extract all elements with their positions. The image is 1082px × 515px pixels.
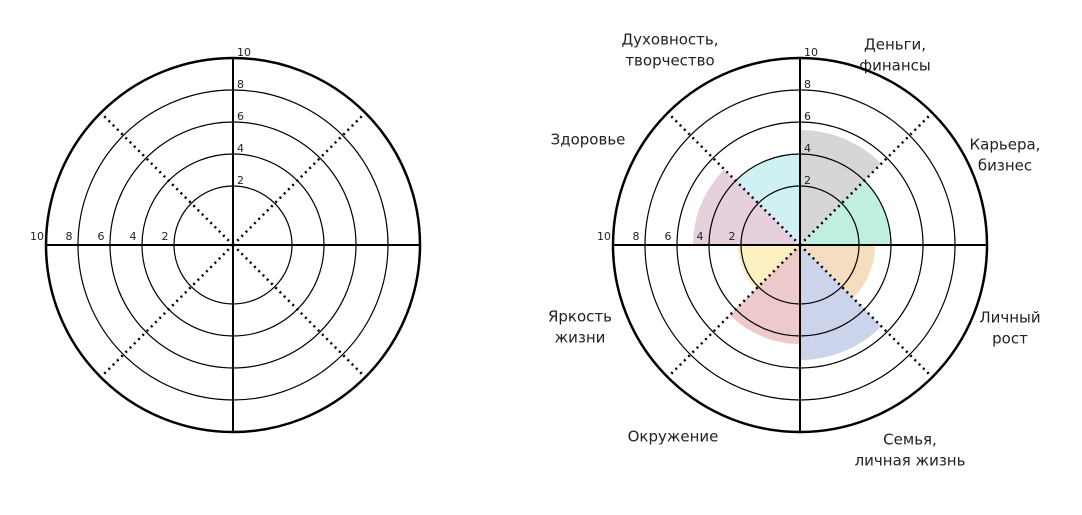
r-tick-label: 2: [162, 230, 169, 243]
r-tick-label: 4: [804, 142, 811, 155]
category-label: Деньги,: [864, 36, 926, 54]
category-label: бизнес: [978, 157, 1032, 175]
category-label: личная жизнь: [855, 452, 966, 470]
category-label: Яркость: [548, 308, 612, 326]
category-label: Здоровье: [551, 131, 626, 149]
r-tick-label: 10: [30, 230, 44, 243]
category-label: Семья,: [883, 431, 937, 449]
r-tick-label: 8: [804, 78, 811, 91]
r-tick-label: 10: [804, 46, 818, 59]
r-tick-label: 2: [804, 174, 811, 187]
category-label: творчество: [625, 52, 714, 70]
category-label: Духовность,: [621, 31, 718, 49]
r-tick-label: 6: [665, 230, 672, 243]
r-tick-label: 8: [237, 78, 244, 91]
diagonal: [799, 244, 934, 379]
diagonal: [232, 244, 367, 379]
category-label: Карьера,: [970, 136, 1041, 154]
r-tick-label: 4: [130, 230, 137, 243]
sector: [800, 180, 891, 245]
diagonal: [99, 244, 234, 379]
diagonal: [232, 111, 367, 246]
r-tick-label: 10: [597, 230, 611, 243]
category-label: жизни: [555, 329, 606, 347]
sector: [735, 154, 800, 245]
diagonal: [799, 111, 934, 246]
category-label: рост: [992, 330, 1028, 348]
sector: [737, 245, 800, 289]
sector: [800, 130, 882, 245]
sector: [693, 169, 800, 245]
sector: [800, 245, 875, 299]
r-tick-label: 6: [237, 110, 244, 123]
r-tick-label: 4: [697, 230, 704, 243]
sector: [800, 245, 882, 360]
r-tick-label: 8: [66, 230, 73, 243]
r-tick-label: 6: [98, 230, 105, 243]
category-label: Окружение: [628, 428, 719, 446]
r-tick-label: 10: [237, 46, 251, 59]
r-tick-label: 2: [729, 230, 736, 243]
diagonal: [666, 111, 801, 246]
category-label: Личный: [979, 309, 1040, 327]
r-tick-label: 6: [804, 110, 811, 123]
diagonal: [99, 111, 234, 246]
diagonal: [666, 244, 801, 379]
r-tick-label: 4: [237, 142, 244, 155]
category-label: финансы: [859, 57, 930, 75]
r-tick-label: 8: [633, 230, 640, 243]
r-tick-label: 2: [237, 174, 244, 187]
